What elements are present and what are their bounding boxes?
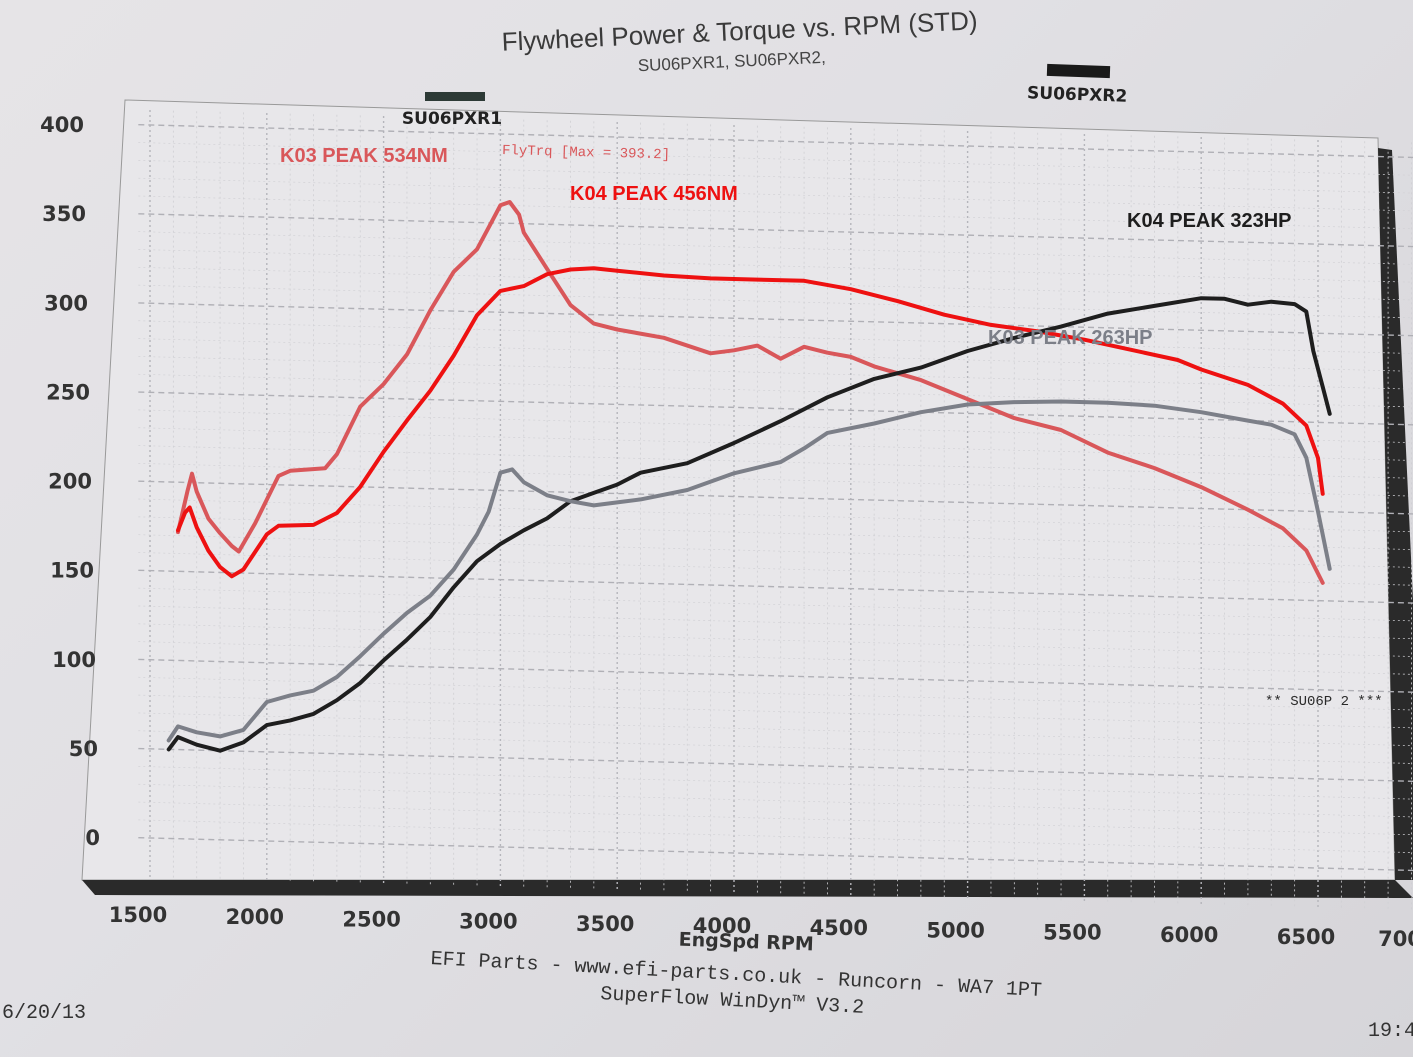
grid-line-horizontal [138, 766, 1413, 800]
annotation-k04-power-peak: K04 PEAK 323HP [1127, 210, 1292, 232]
grid-line-horizontal [138, 641, 1413, 675]
y-tick-label: 200 [48, 470, 92, 494]
grid-line-horizontal [138, 694, 1413, 729]
grid-line-horizontal [138, 747, 1413, 783]
page-shadow-bottom [82, 880, 1413, 898]
run-marker-bar-1 [425, 92, 485, 101]
grid-line-horizontal [138, 302, 1413, 337]
grid-line-horizontal [138, 445, 1413, 479]
grid [138, 110, 1413, 911]
grid-line-horizontal [138, 338, 1413, 372]
x-ticks: 1500 2000 2500 3000 3500 4000 4500 5000 5500 6000… [109, 903, 1413, 951]
x-tick-label: 4500 [810, 916, 868, 940]
x-tick-label: 3000 [459, 910, 517, 934]
series-line-k03-peak-263hp [166, 399, 1332, 743]
grid-line-horizontal [138, 142, 1413, 176]
run-marker-label-2: SU06PXR2 [1027, 83, 1128, 106]
annotation-k03-torque-peak: K03 PEAK 534NM [280, 145, 448, 167]
x-tick-label: 5000 [926, 918, 984, 942]
y-tick-label: 400 [40, 113, 84, 137]
x-tick-label: 1500 [109, 903, 167, 927]
grid-line-horizontal [138, 837, 1413, 872]
grid-line-horizontal [138, 177, 1413, 212]
annotation-flytrq-max: FlyTrq [Max = 393.2] [502, 143, 670, 163]
grid-line-horizontal [138, 605, 1413, 640]
grid-line-horizontal [138, 373, 1413, 408]
grid-line-horizontal [138, 160, 1413, 194]
chart-title: Flywheel Power & Torque vs. RPM (STD) [501, 5, 978, 57]
grid-line-horizontal [138, 676, 1413, 711]
annotation-run-end: ** SU06P 2 *** [1265, 694, 1383, 710]
x-tick-label: 700 [1378, 927, 1413, 951]
grid-line-horizontal [138, 266, 1413, 301]
grid-line-horizontal [138, 819, 1413, 853]
series-line-k03-peak-534nm [176, 200, 1325, 585]
grid-line-horizontal [138, 569, 1413, 604]
y-tick-label: 250 [46, 380, 90, 404]
grid-line-horizontal [138, 231, 1413, 265]
print-time: 19:44 [1368, 1020, 1413, 1043]
grid-line-horizontal [138, 480, 1413, 515]
grid-line-horizontal [138, 409, 1413, 443]
x-axis-label: EngSpd RPM [678, 929, 814, 956]
grid-line-horizontal [138, 320, 1413, 354]
x-tick-label: 4000 [693, 914, 751, 938]
grid-line-horizontal [138, 498, 1413, 533]
grid-line-horizontal [138, 516, 1413, 550]
grid-line-horizontal [138, 284, 1413, 319]
annotation-k04-torque-peak: K04 PEAK 456NM [570, 183, 738, 205]
print-date: 6/20/13 [2, 1002, 86, 1025]
grid-line-horizontal [138, 213, 1413, 248]
run-marker-label-1: SU06PXR1 [402, 109, 502, 129]
x-tick-label: 6000 [1160, 923, 1218, 947]
grid-line-horizontal [138, 195, 1413, 230]
x-tick-label: 2500 [342, 907, 400, 931]
grid-line-horizontal [138, 783, 1413, 818]
annotation-k03-power-peak: K03 PEAK 263HP [988, 327, 1153, 349]
chart-subtitle: SU06PXR1, SU06PXR2, [637, 48, 826, 76]
grid-line-horizontal [138, 427, 1413, 461]
x-tick-label: 6500 [1277, 925, 1335, 949]
y-ticks: 0 50 100 150 200 250 300 350 400 [40, 113, 100, 850]
y-tick-label: 350 [42, 202, 86, 226]
series-line-k04-peak-323hp [166, 296, 1332, 753]
x-tick-label: 2000 [226, 905, 284, 929]
grid-line-horizontal [138, 712, 1413, 747]
x-tick-label: 3500 [576, 912, 634, 936]
grid-line-horizontal [138, 534, 1413, 568]
y-tick-label: 150 [50, 559, 94, 583]
x-tick-label: 5500 [1043, 921, 1101, 945]
grid-line-horizontal [138, 249, 1413, 283]
y-tick-label: 50 [69, 737, 98, 761]
series-lines [166, 200, 1332, 753]
y-tick-label: 300 [44, 291, 88, 315]
grid-line-horizontal [138, 552, 1413, 586]
y-tick-label: 100 [52, 648, 96, 672]
run-marker-bar-2 [1046, 63, 1111, 79]
grid-line-horizontal [138, 801, 1413, 836]
grid-line-horizontal [138, 356, 1413, 390]
page-shadow-right [1378, 148, 1413, 880]
series-line-k04-peak-456nm [176, 266, 1325, 579]
grid-line-horizontal [138, 730, 1413, 764]
grid-line-horizontal [138, 587, 1413, 622]
grid-line-horizontal [138, 124, 1413, 159]
grid-line-horizontal [138, 623, 1413, 657]
grid-line-horizontal [138, 391, 1413, 426]
y-tick-label: 0 [85, 826, 100, 850]
